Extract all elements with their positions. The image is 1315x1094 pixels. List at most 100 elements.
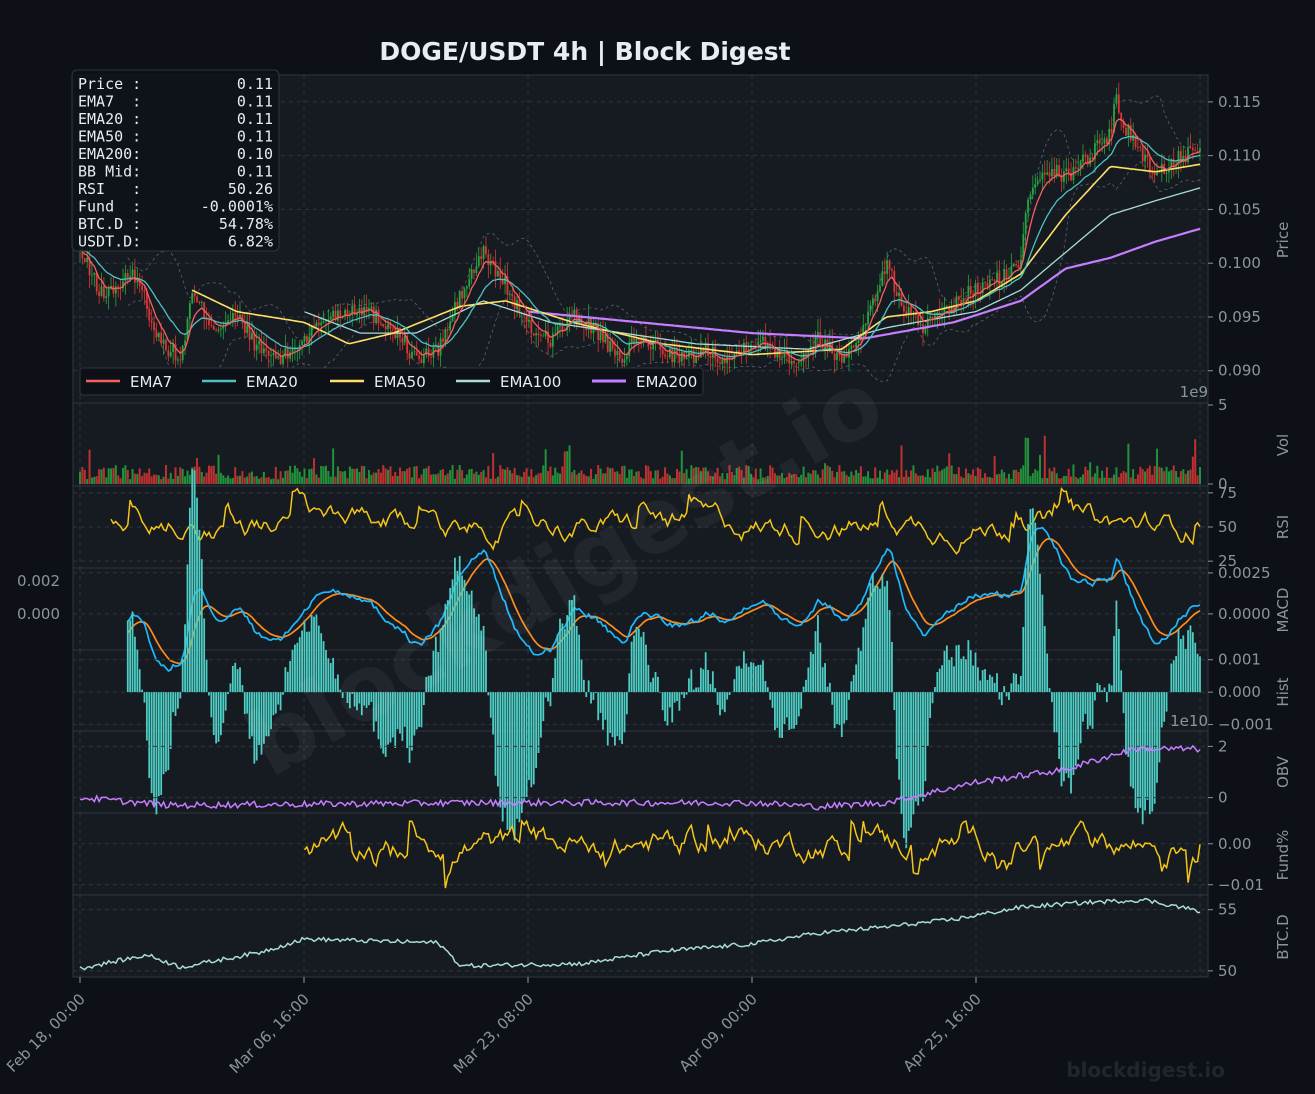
candle-body xyxy=(377,309,380,323)
candle-body xyxy=(191,293,194,304)
candle-body xyxy=(270,355,272,357)
candle-body xyxy=(914,313,917,315)
hist-bar xyxy=(1163,692,1166,722)
volume-bar xyxy=(465,474,468,484)
volume-bar xyxy=(783,478,786,484)
candle-body xyxy=(1067,168,1070,174)
candle-body xyxy=(888,260,891,270)
volume-bar xyxy=(719,476,721,484)
volume-bar xyxy=(704,467,707,484)
candle-body xyxy=(535,333,538,336)
hist-bar xyxy=(953,666,955,693)
volume-bar xyxy=(133,473,136,484)
candle-body xyxy=(473,269,475,273)
hist-bar xyxy=(766,687,769,693)
candle-body xyxy=(1182,155,1185,162)
candle-body xyxy=(442,338,444,342)
candle-body xyxy=(451,315,454,322)
volume-bar xyxy=(317,477,320,484)
hist-bar xyxy=(625,692,628,715)
volume-bar xyxy=(566,451,569,484)
hist-bar xyxy=(967,640,970,693)
hist-bar xyxy=(301,630,303,693)
volume-tick-label: 0 xyxy=(1218,475,1228,493)
hist-bar xyxy=(702,669,705,693)
candle-body xyxy=(891,269,893,272)
volume-bar xyxy=(198,466,201,484)
candle-body xyxy=(434,344,437,346)
volume-bar xyxy=(597,465,600,484)
candle-body xyxy=(1144,154,1146,162)
volume-bar xyxy=(1062,476,1065,484)
hist-bar xyxy=(895,692,898,760)
volume-bar xyxy=(1060,478,1063,484)
hist-bar xyxy=(461,575,463,693)
volume-bar xyxy=(212,465,215,484)
volume-bar xyxy=(1184,473,1187,484)
hist-bar xyxy=(1094,692,1096,701)
hist-bar xyxy=(1027,524,1029,693)
hist-bar xyxy=(907,692,910,831)
volume-bar xyxy=(315,474,318,484)
hist-bar xyxy=(372,692,375,732)
candle-body xyxy=(389,323,392,329)
candle-body xyxy=(107,289,110,297)
candle-body xyxy=(370,306,373,309)
hist-bar xyxy=(1113,636,1115,693)
hist-bar xyxy=(334,678,337,693)
info-value: 50.26 xyxy=(228,180,273,198)
candle-body xyxy=(986,282,989,287)
price-tick-label: 0.100 xyxy=(1218,254,1261,272)
macd-signal-line xyxy=(127,538,1201,665)
volume-bar xyxy=(621,466,624,484)
hist-bar xyxy=(272,692,275,716)
btcd-tick-label: 50 xyxy=(1218,962,1237,980)
hist-bar xyxy=(981,670,984,693)
volume-bar xyxy=(816,474,819,484)
hist-bar xyxy=(126,620,129,693)
volume-bar xyxy=(575,474,578,484)
volume-bar xyxy=(250,471,253,484)
volume-bar xyxy=(119,478,122,484)
candle-body xyxy=(422,354,425,364)
candle-body xyxy=(387,323,389,329)
volume-bar xyxy=(188,474,191,484)
hist-bar xyxy=(1074,692,1077,766)
candle-body xyxy=(754,344,757,346)
hist-bar xyxy=(413,692,416,736)
candle-body xyxy=(611,340,614,350)
volume-bar xyxy=(215,473,218,484)
hist-bar xyxy=(1086,692,1089,730)
hist-bar xyxy=(229,683,232,693)
volume-bar xyxy=(172,478,175,484)
volume-bar xyxy=(778,475,781,484)
candle-body xyxy=(155,330,158,338)
hist-bar xyxy=(1062,692,1065,782)
volume-bar xyxy=(473,473,476,484)
candle-body xyxy=(759,340,762,343)
candle-body xyxy=(494,261,497,277)
candle-body xyxy=(664,354,666,357)
candle-body xyxy=(955,296,958,312)
volume-bar xyxy=(494,478,497,484)
hist-bar xyxy=(253,692,256,764)
volume-bar xyxy=(912,465,915,484)
candle-body xyxy=(511,293,514,297)
volume-bar xyxy=(656,470,659,484)
hist-bar xyxy=(141,689,143,693)
x-tick-label: Feb 18, 00:00 xyxy=(3,990,89,1076)
volume-bar xyxy=(647,466,650,484)
candle-body xyxy=(365,306,368,311)
candle-body xyxy=(267,350,270,356)
hist-bar xyxy=(783,692,786,725)
candle-body xyxy=(957,296,960,300)
volume-bar xyxy=(427,465,430,484)
volume-bar xyxy=(733,475,736,484)
hist-bar xyxy=(1144,692,1146,811)
volume-bar xyxy=(730,471,733,484)
legend-box xyxy=(79,367,704,396)
hist-bar xyxy=(511,692,514,829)
hist-bar xyxy=(587,680,590,693)
candle-body xyxy=(227,320,229,325)
volume-bar xyxy=(265,477,268,484)
